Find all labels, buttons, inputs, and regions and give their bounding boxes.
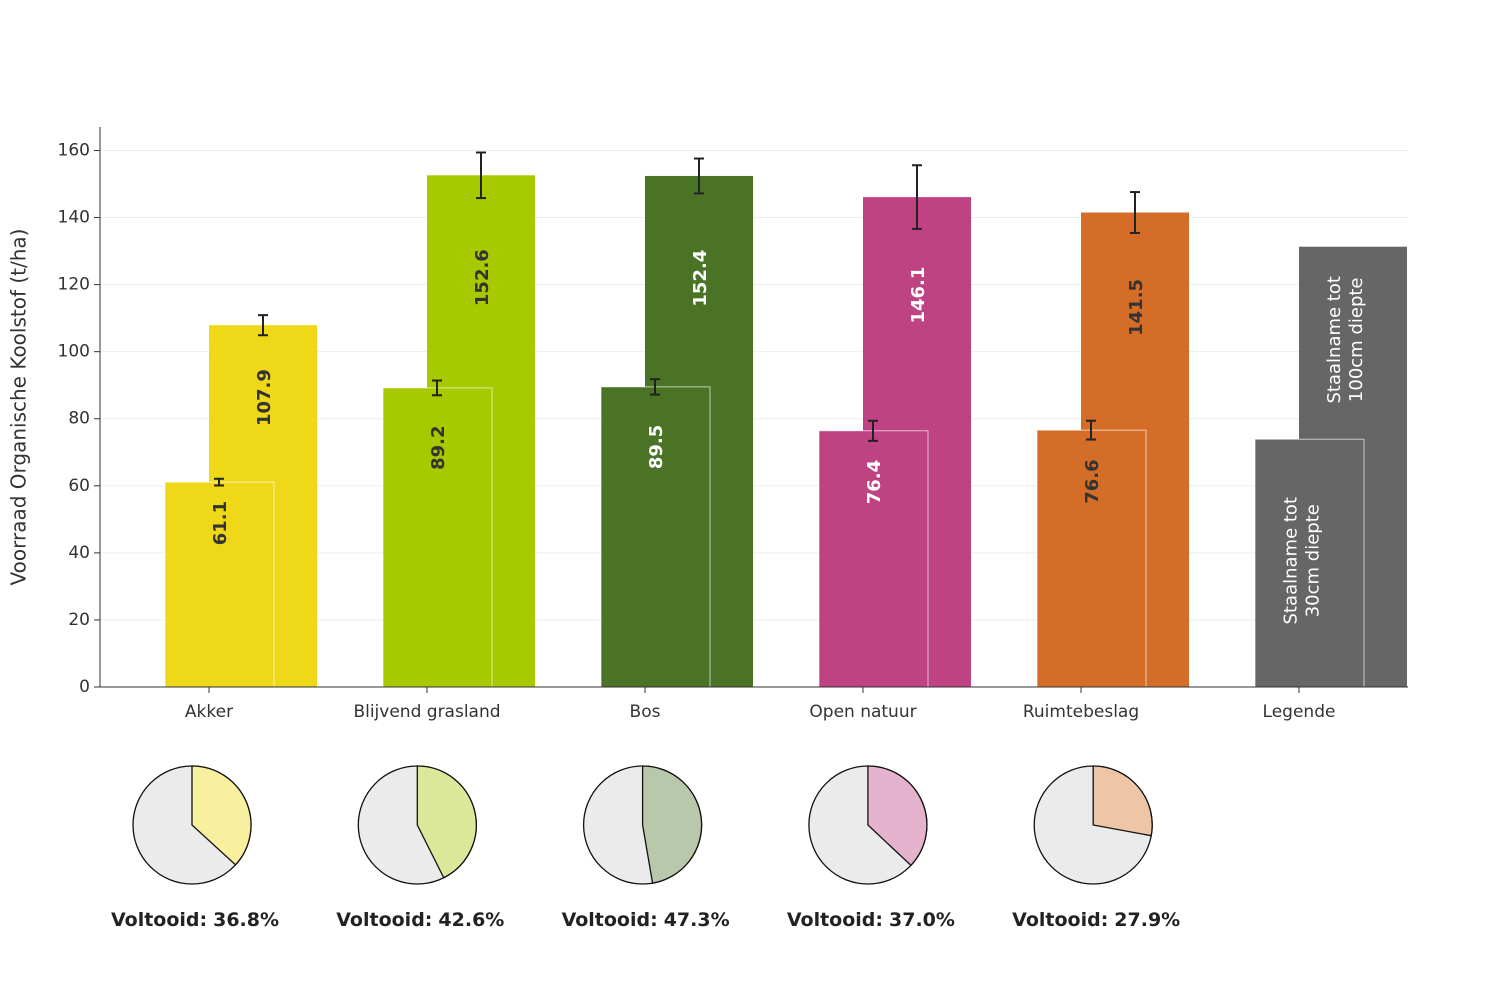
pie-value-label: 47.3% — [664, 909, 730, 931]
y-tick-label: 140 — [58, 208, 90, 228]
pie-value-label: 37.0% — [889, 909, 955, 931]
value-label: 152.6 — [472, 249, 493, 306]
error-bar — [650, 378, 660, 396]
bar — [1254, 438, 1365, 688]
pie-caption: Voltooid: 37.0% — [787, 909, 955, 931]
bar — [818, 430, 929, 688]
pie-caption-title: Voltooid: — [336, 909, 432, 931]
value-label: 152.4 — [690, 250, 711, 307]
pie-slice — [867, 765, 928, 867]
pie-value-label: 36.8% — [213, 909, 279, 931]
y-tick-label: 160 — [58, 140, 90, 160]
value-label: 61.1 — [210, 501, 231, 545]
pie-slice — [641, 765, 703, 884]
error-bar — [214, 477, 224, 487]
error-bar — [694, 157, 704, 195]
error-bar — [868, 419, 878, 442]
pie-caption-title: Voltooid: — [111, 909, 207, 931]
error-bar — [1086, 419, 1096, 441]
pie-caption-title: Voltooid: — [787, 909, 883, 931]
error-bar — [258, 314, 268, 337]
value-label: 76.6 — [1082, 459, 1103, 503]
value-label: 89.5 — [646, 425, 667, 469]
x-tick-label: Blijvend grasland — [353, 702, 500, 722]
x-tick-label: Bos — [630, 702, 661, 722]
value-label: 146.1 — [908, 267, 929, 324]
legend-entry: Staalname tot 30cm diepte — [1279, 496, 1324, 625]
value-label: 76.4 — [864, 460, 885, 504]
pie-caption: Voltooid: 42.6% — [336, 909, 504, 931]
value-label: 89.2 — [428, 425, 449, 469]
x-tick-label: Akker — [185, 702, 233, 722]
legend-label: Staalname tot 30cm diepte — [1279, 496, 1324, 625]
value-label: 141.5 — [1126, 279, 1147, 336]
x-tick-label: Open natuur — [809, 702, 916, 722]
error-bar — [1130, 191, 1140, 234]
pie-caption-title: Voltooid: — [562, 909, 658, 931]
pie-value-label: 42.6% — [438, 909, 504, 931]
pie-slice — [191, 765, 252, 866]
x-tick-label: Ruimtebeslag — [1023, 702, 1139, 722]
y-tick-label: 40 — [68, 543, 90, 563]
legend-entry: Staalname tot 100cm diepte — [1323, 276, 1368, 404]
x-tick-label: Legende — [1263, 702, 1336, 722]
y-tick-label: 120 — [58, 275, 90, 295]
y-axis-title: Voorraad Organische Koolstof (t/ha) — [7, 229, 31, 586]
value-label: 107.9 — [254, 369, 275, 426]
bar — [382, 387, 493, 688]
pie-value-label: 27.9% — [1114, 909, 1180, 931]
error-bar — [476, 151, 486, 200]
pie-caption: Voltooid: 47.3% — [562, 909, 730, 931]
y-tick-label: 80 — [68, 409, 90, 429]
y-tick-label: 60 — [68, 476, 90, 496]
error-bar — [432, 379, 442, 397]
pie-caption: Voltooid: 36.8% — [111, 909, 279, 931]
legend-label: Staalname tot 100cm diepte — [1323, 276, 1368, 404]
y-tick-label: 100 — [58, 342, 90, 362]
y-tick-label: 20 — [68, 610, 90, 630]
pie-caption-title: Voltooid: — [1012, 909, 1108, 931]
pie-caption: Voltooid: 27.9% — [1012, 909, 1180, 931]
error-bar — [912, 164, 922, 230]
bar — [600, 386, 711, 688]
bar — [164, 481, 275, 688]
pie-slice — [1092, 765, 1153, 837]
y-tick-label: 0 — [79, 677, 90, 697]
pie-slice — [416, 765, 477, 879]
